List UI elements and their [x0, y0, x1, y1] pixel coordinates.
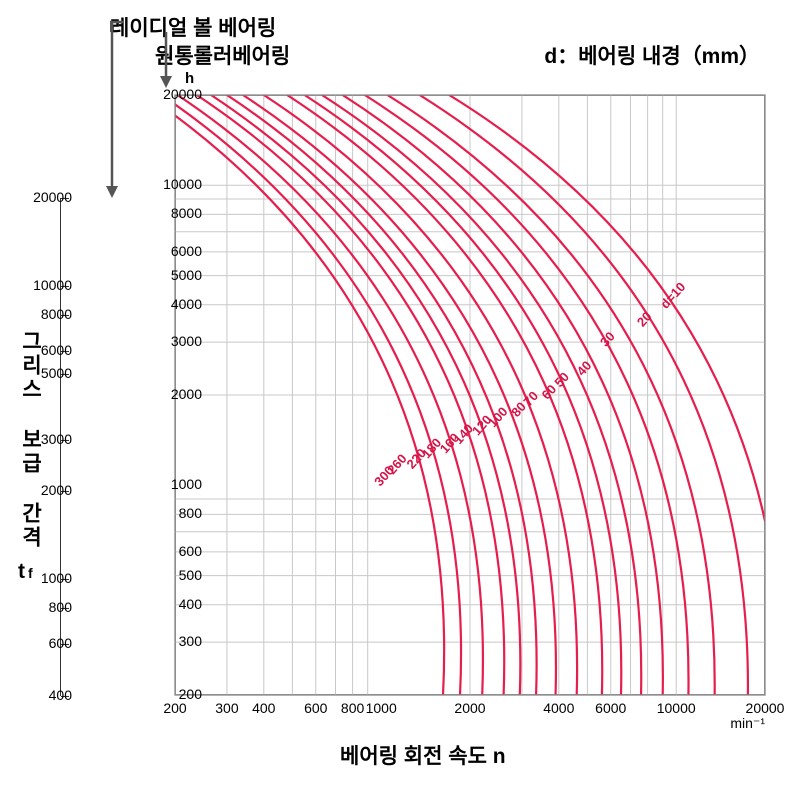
y-tick-outer: 20000 [33, 189, 72, 205]
y-tick-inner: 1000 [171, 476, 202, 492]
y-tick-inner: 8000 [171, 205, 202, 221]
y-tick-inner: 300 [179, 633, 202, 649]
y-tick-inner: 2000 [171, 386, 202, 402]
y-tick-inner: 3000 [171, 333, 202, 349]
y-tick-inner: 600 [179, 543, 202, 559]
y-tick-inner: 800 [179, 505, 202, 521]
x-tick: 600 [296, 700, 336, 716]
x-tick: 20000 [745, 700, 785, 716]
y-tick-outer: 3000 [41, 431, 72, 447]
y-tick-outer: 10000 [33, 277, 72, 293]
svg-text:d=10: d=10 [657, 279, 688, 311]
x-tick: 1000 [361, 700, 401, 716]
x-tick: 300 [207, 700, 247, 716]
y-tick-inner: 200 [179, 686, 202, 702]
y-tick-inner: 10000 [163, 176, 202, 192]
svg-text:20: 20 [634, 309, 655, 330]
y-tick-inner: 5000 [171, 267, 202, 283]
y-tick-inner: 6000 [171, 243, 202, 259]
x-tick: 2000 [450, 700, 490, 716]
y-tick-outer: 600 [49, 635, 72, 651]
y-tick-outer: 8000 [41, 306, 72, 322]
y-tick-outer: 5000 [41, 365, 72, 381]
x-tick: 4000 [539, 700, 579, 716]
x-tick: 6000 [591, 700, 631, 716]
x-tick: 200 [155, 700, 195, 716]
y-tick-inner: 500 [179, 567, 202, 583]
y-tick-outer: 1000 [41, 570, 72, 586]
x-tick: 400 [244, 700, 284, 716]
x-tick: 10000 [656, 700, 696, 716]
y-tick-inner: 400 [179, 596, 202, 612]
y-tick-outer: 6000 [41, 342, 72, 358]
y-tick-inner: 4000 [171, 296, 202, 312]
y-tick-outer: 400 [49, 687, 72, 703]
y-tick-outer: 2000 [41, 482, 72, 498]
svg-text:50: 50 [551, 369, 572, 390]
y-tick-outer: 800 [49, 599, 72, 615]
chart-svg: d=10203040506070801001201401601802202603… [0, 0, 800, 800]
y-tick-inner: 20000 [163, 86, 202, 102]
